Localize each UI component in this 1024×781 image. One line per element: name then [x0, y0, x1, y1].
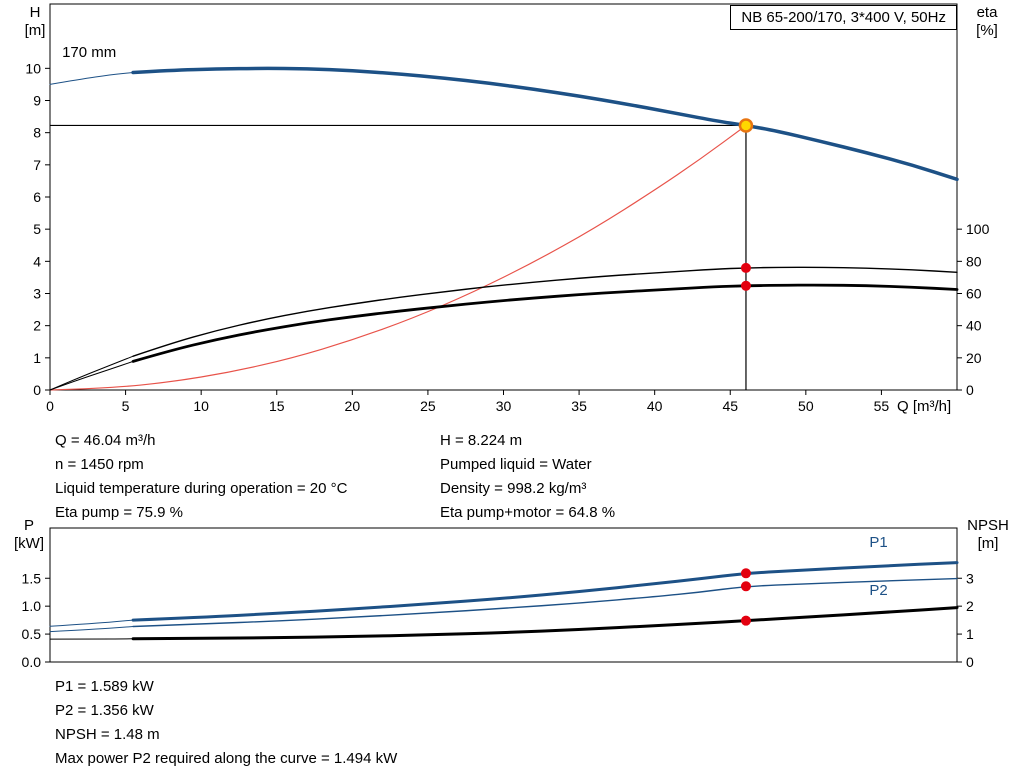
y-left-axis-tick-label: 0.0 [22, 654, 42, 670]
y-right-axis-tick-label: 20 [966, 350, 982, 366]
y-right-axis-tick-label: 1 [966, 626, 974, 642]
qh-eta-chart-frame [49, 3, 958, 391]
npsh-axis-title-unit: [m] [977, 535, 999, 552]
info-npsh: NPSH = 1.48 m [55, 726, 160, 743]
x-axis-tick-label: 15 [269, 398, 285, 414]
y-right-axis-tick-label: 60 [966, 286, 982, 302]
eta-pump-dot [740, 262, 751, 273]
y-right-axis-tick-label: 100 [966, 221, 990, 237]
info-pumped-liquid: Pumped liquid = Water [440, 456, 592, 473]
power-info-column: P1 = 1.589 kW P2 = 1.356 kW NPSH = 1.48 … [55, 675, 397, 771]
x-axis-tick-label: 50 [798, 398, 814, 414]
info-max-power: Max power P2 required along the curve = … [55, 750, 398, 767]
y-left-axis-tick-label: 2 [33, 318, 41, 334]
qh-curve [131, 66, 959, 182]
y-left-axis-tick-label: 7 [33, 157, 41, 173]
p1-curve-lead [49, 619, 134, 627]
y-left-axis-tick-label: 4 [33, 253, 41, 269]
p2-curve [132, 577, 958, 628]
eta-pump-curve [132, 266, 958, 357]
info-density: Density = 998.2 kg/m³ [440, 480, 587, 497]
impeller-diameter-label: 170 mm [62, 44, 116, 61]
q-axis-title: Q [m³/h] [897, 398, 952, 415]
y-left-axis-tick-label: 8 [33, 125, 41, 141]
npsh-axis-title-symbol: NPSH [967, 517, 1009, 534]
p1-curve [131, 561, 959, 622]
info-eta-pump: Eta pump = 75.9 % [55, 504, 183, 521]
p2-dot [740, 581, 751, 592]
eta-pump-motor-curve [131, 283, 959, 363]
info-liquid-temperature: Liquid temperature during operation = 20… [55, 480, 348, 497]
eta-pump-motor-curve-lead [49, 360, 134, 391]
duty-info-left-column: Q = 46.04 m³/h n = 1450 rpm Liquid tempe… [55, 429, 347, 525]
x-axis-tick-label: 45 [722, 398, 738, 414]
y-left-axis-tick-label: 1.0 [22, 598, 42, 614]
power-npsh-chart-frame [49, 527, 958, 663]
x-axis-tick-label: 5 [122, 398, 130, 414]
x-axis-tick-label: 20 [345, 398, 361, 414]
p1-dot [740, 568, 751, 579]
p2-curve-label: P2 [869, 582, 887, 599]
x-axis-tick-label: 40 [647, 398, 663, 414]
h-axis-title-unit: [m] [24, 22, 46, 39]
y-right-axis-tick-label: 2 [966, 598, 974, 614]
duty-point[interactable] [738, 118, 754, 133]
npsh-axis-title: NPSH [m] [958, 517, 1018, 553]
p-axis-title-unit: [kW] [14, 535, 44, 552]
h-axis-title: H [m] [14, 4, 56, 40]
p2-curve-lead [49, 626, 134, 633]
eta-axis-title: eta [%] [964, 4, 1010, 40]
system-curve [49, 124, 747, 391]
eta-axis-title-unit: [%] [976, 22, 998, 39]
info-eta-pump-motor: Eta pump+motor = 64.8 % [440, 504, 616, 521]
y-left-axis-tick-label: 10 [25, 60, 41, 76]
x-axis-tick-label: 30 [496, 398, 512, 414]
y-left-axis-tick-label: 0.5 [22, 626, 42, 642]
y-right-axis-tick-label: 3 [966, 570, 974, 586]
qh-curve-lead [49, 72, 134, 85]
eta-axis-title-symbol: eta [976, 4, 998, 21]
eta-pump-curve-lead [49, 355, 134, 391]
y-left-axis-tick-label: 1.5 [22, 570, 42, 586]
y-left-axis-tick-label: 3 [33, 286, 41, 302]
y-right-axis-tick-label: 0 [966, 654, 974, 670]
y-left-axis-tick-label: 5 [33, 221, 41, 237]
y-left-axis-tick-label: 6 [33, 189, 41, 205]
x-axis-tick-label: 35 [571, 398, 587, 414]
pump-title-box: NB 65-200/170, 3*400 V, 50Hz [730, 5, 957, 30]
x-axis-tick-label: 0 [46, 398, 54, 414]
p-axis-title: P [kW] [6, 517, 52, 553]
x-axis-tick-label: 55 [874, 398, 890, 414]
y-right-axis-tick-label: 0 [966, 382, 974, 398]
y-left-axis-tick-label: 0 [33, 382, 41, 398]
info-p1: P1 = 1.589 kW [55, 678, 154, 695]
p1-curve-label: P1 [869, 534, 887, 551]
duty-info-right-column: H = 8.224 m Pumped liquid = Water Densit… [440, 429, 615, 525]
y-left-axis-tick-label: 1 [33, 350, 41, 366]
y-right-axis-tick-label: 40 [966, 318, 982, 334]
p-axis-title-symbol: P [23, 517, 34, 534]
y-left-axis-tick-label: 9 [33, 93, 41, 109]
info-flow: Q = 46.04 m³/h [55, 432, 156, 449]
npsh-curve [131, 606, 959, 641]
x-axis-tick-label: 25 [420, 398, 436, 414]
h-axis-title-symbol: H [29, 4, 41, 21]
eta-pump-motor-dot [740, 280, 751, 291]
y-right-axis-tick-label: 80 [966, 253, 982, 269]
info-head: H = 8.224 m [440, 432, 523, 449]
info-speed: n = 1450 rpm [55, 456, 144, 473]
x-axis-tick-label: 10 [193, 398, 209, 414]
info-p2: P2 = 1.356 kW [55, 702, 154, 719]
npsh-dot [740, 615, 751, 626]
